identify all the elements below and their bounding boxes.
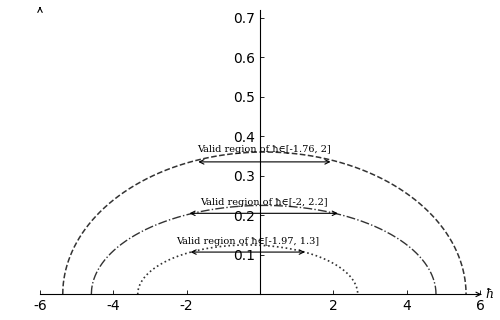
Text: Valid region of ħ∈[-2, 2.2]: Valid region of ħ∈[-2, 2.2] — [200, 197, 328, 207]
Text: Valid region of ħ∈[-1.97, 1.3]: Valid region of ħ∈[-1.97, 1.3] — [176, 237, 320, 246]
Text: Valid region of ħ∈[-1.76, 2]: Valid region of ħ∈[-1.76, 2] — [198, 145, 332, 154]
Text: ħ: ħ — [485, 288, 493, 301]
